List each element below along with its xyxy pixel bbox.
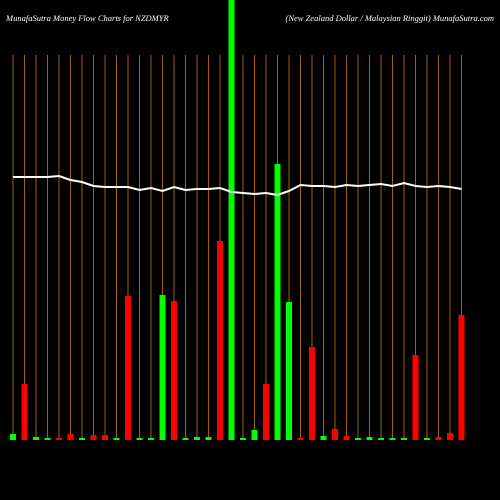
bar [286,302,292,440]
chart-title: MunafaSutra Money Flow Charts for NZDMYR [5,13,169,23]
bar [240,438,246,440]
bar [263,384,269,440]
bar [113,438,120,440]
money-flow-line [13,174,462,197]
bar [136,438,143,440]
bar [21,384,28,440]
bar [309,347,315,440]
chart-subtitle: (New Zealand Dollar / Malaysian Ringgit)… [286,13,494,23]
bar [424,438,430,440]
bar [33,437,39,440]
bar [194,437,200,440]
bar [320,436,327,440]
bar [10,434,16,440]
bar [274,164,281,440]
bar [125,296,131,440]
bar [435,437,442,440]
bar [343,436,350,440]
bar [297,438,304,440]
bar [412,355,419,440]
bar [228,0,235,440]
bar [332,429,338,440]
bar [56,438,62,440]
bar [102,435,108,440]
bar [401,438,407,440]
bar [79,438,85,440]
bar [389,438,396,440]
bar [447,433,453,440]
bar [366,437,373,440]
bar [44,438,51,440]
bar [90,435,97,440]
bar [182,438,189,440]
bar [205,437,212,440]
bar [217,241,223,440]
bar [148,438,154,440]
bar [378,438,384,440]
bar [355,438,361,440]
bar [251,430,258,440]
bar [458,315,465,440]
bar [171,301,177,440]
bar [159,295,166,440]
bar [67,434,74,440]
